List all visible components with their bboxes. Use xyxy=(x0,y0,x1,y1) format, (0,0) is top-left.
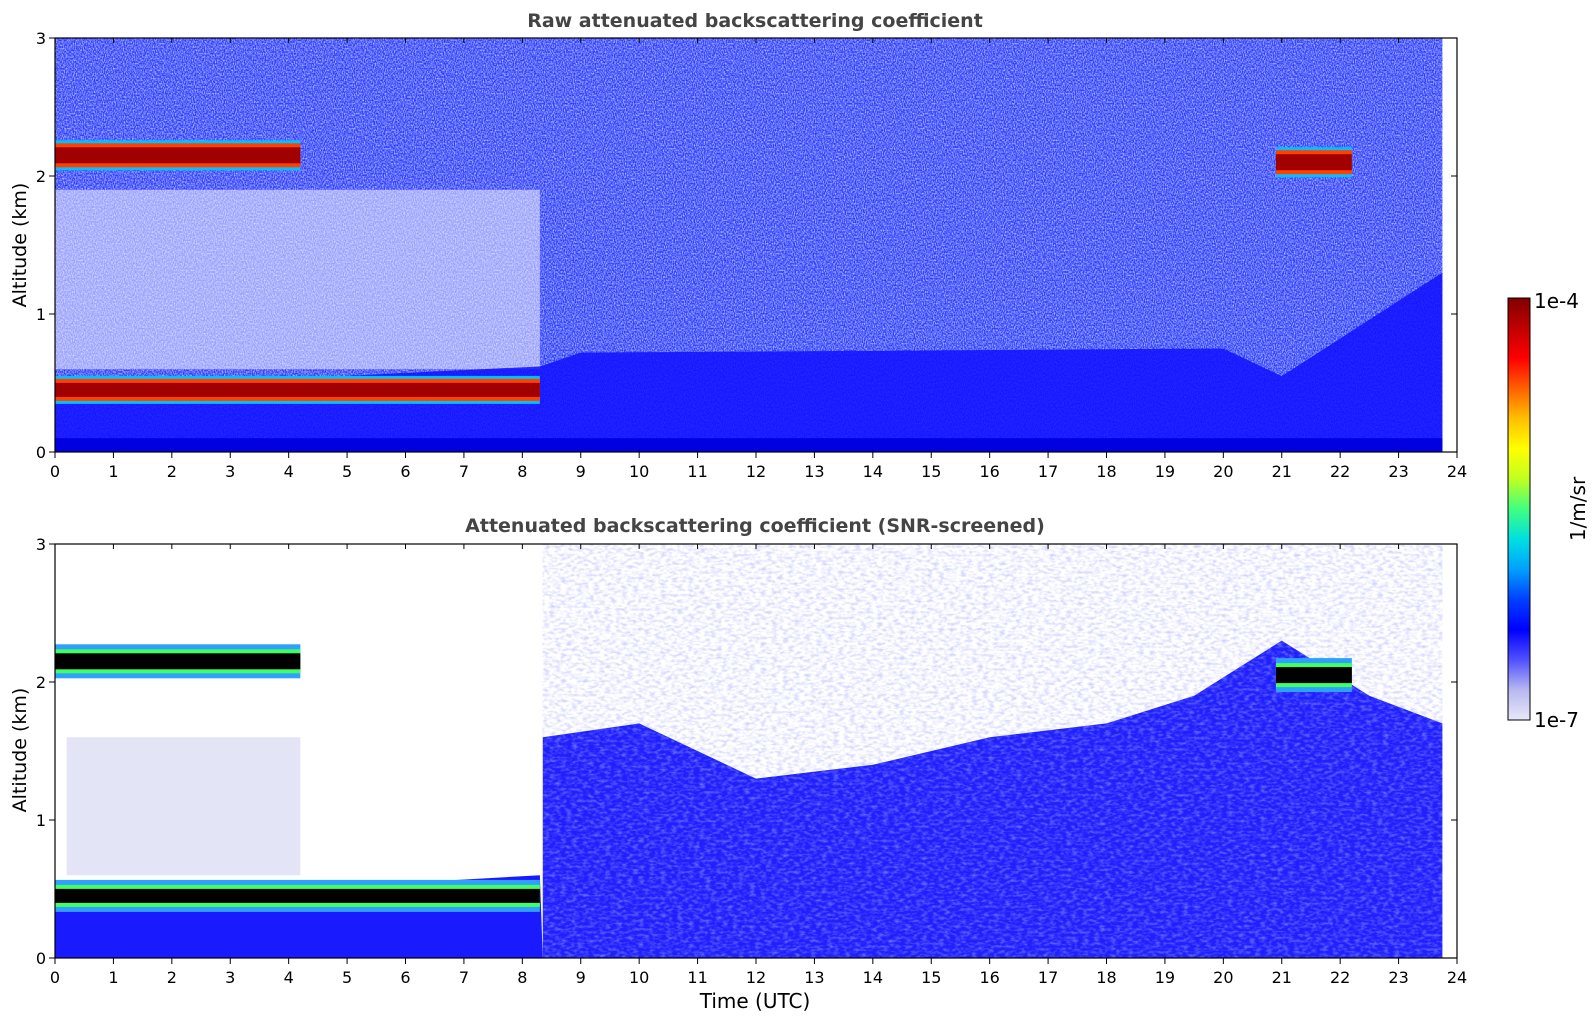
x-tick-label: 17 xyxy=(1038,968,1058,987)
x-tick-label: 13 xyxy=(804,462,824,481)
x-axis: 0 1 2 3 4 5 6 7 8 9 10 11 12 13 14 15 16 17 18 19 20 21 22 23 24 xyxy=(50,38,1467,481)
x-tick-label: 21 xyxy=(1272,462,1292,481)
y-tick-label: 1 xyxy=(36,305,46,324)
y-tick-label: 0 xyxy=(36,443,46,462)
x-tick-label: 0 xyxy=(50,968,60,987)
y-tick-label: 2 xyxy=(36,673,46,692)
x-tick-label: 4 xyxy=(284,462,294,481)
y-tick-label: 0 xyxy=(36,949,46,968)
x-tick-label: 23 xyxy=(1388,968,1408,987)
faint-region xyxy=(66,737,301,876)
y-tick-label: 1 xyxy=(36,811,46,830)
y-tick-label: 3 xyxy=(36,535,46,554)
x-tick-label: 9 xyxy=(576,968,586,987)
x-tick-label: 24 xyxy=(1447,462,1467,481)
x-tick-label: 9 xyxy=(576,462,586,481)
x-tick-label: 6 xyxy=(400,968,410,987)
x-tick-label: 22 xyxy=(1330,968,1350,987)
band-core xyxy=(1275,154,1352,171)
x-tick-label: 17 xyxy=(1038,462,1058,481)
x-tick-label: 22 xyxy=(1330,462,1350,481)
x-tick-label: 20 xyxy=(1213,462,1233,481)
heatmap-area xyxy=(55,544,1457,958)
x-tick-label: 15 xyxy=(921,462,941,481)
y-tick-label: 3 xyxy=(36,29,46,48)
y-axis-label: Altitude (km) xyxy=(9,183,31,308)
colorbar-max-label: 1e-4 xyxy=(1534,289,1579,313)
band-core xyxy=(55,888,540,903)
clear-region xyxy=(55,189,540,370)
band-core xyxy=(1275,667,1352,684)
plot-frame xyxy=(54,543,1458,959)
colorbar-min-label: 1e-7 xyxy=(1534,708,1579,732)
band-core xyxy=(55,653,301,670)
x-tick-label: 1 xyxy=(108,462,118,481)
boundary-layer xyxy=(55,272,1443,452)
x-tick-label: 1 xyxy=(108,968,118,987)
x-tick-label: 12 xyxy=(746,462,766,481)
band-core xyxy=(55,147,301,164)
chart-title: Attenuated backscattering coefficient (S… xyxy=(465,515,1045,537)
x-tick-label: 11 xyxy=(687,462,707,481)
raw-backscatter-panel: Raw attenuated backscattering coefficien… xyxy=(9,10,1467,481)
x-tick-label: 16 xyxy=(979,968,999,987)
colorbar: 1e-4 1e-7 1/m/sr xyxy=(1507,289,1590,732)
x-tick-label: 0 xyxy=(50,462,60,481)
aerosol-layer-top-band xyxy=(55,879,540,912)
x-tick-label: 11 xyxy=(687,968,707,987)
x-tick-label: 10 xyxy=(629,968,649,987)
x-tick-label: 3 xyxy=(225,968,235,987)
x-tick-label: 18 xyxy=(1096,462,1116,481)
x-tick-label: 12 xyxy=(746,968,766,987)
x-axis: 0 1 2 3 4 5 6 7 8 9 10 11 12 13 14 15 16 17 18 19 20 21 22 23 24 xyxy=(50,544,1467,987)
x-tick-label: 19 xyxy=(1155,462,1175,481)
cloud-layer-band xyxy=(1275,147,1352,178)
texture-overlay xyxy=(542,544,1443,958)
x-tick-label: 21 xyxy=(1272,968,1292,987)
x-tick-label: 7 xyxy=(459,462,469,481)
x-tick-label: 2 xyxy=(167,462,177,481)
y-tick-label: 2 xyxy=(36,167,46,186)
x-tick-label: 10 xyxy=(629,462,649,481)
cloud-layer-band xyxy=(1275,658,1352,693)
near-surface-layer xyxy=(55,438,1443,452)
x-tick-label: 2 xyxy=(167,968,177,987)
x-tick-label: 14 xyxy=(863,968,883,987)
x-tick-label: 13 xyxy=(804,968,824,987)
x-tick-label: 15 xyxy=(921,968,941,987)
colorbar-unit-label: 1/m/sr xyxy=(1566,476,1590,541)
snr-screened-backscatter-panel: Attenuated backscattering coefficient (S… xyxy=(9,515,1467,1013)
x-tick-label: 3 xyxy=(225,462,235,481)
x-tick-label: 4 xyxy=(284,968,294,987)
x-tick-label: 5 xyxy=(342,462,352,481)
heatmap-area xyxy=(55,38,1443,452)
plot-frame xyxy=(54,37,1458,453)
x-tick-label: 6 xyxy=(400,462,410,481)
x-tick-label: 5 xyxy=(342,968,352,987)
aerosol-layer-top-band xyxy=(55,375,540,404)
x-tick-label: 19 xyxy=(1155,968,1175,987)
x-tick-label: 8 xyxy=(517,462,527,481)
x-tick-label: 24 xyxy=(1447,968,1467,987)
x-tick-label: 7 xyxy=(459,968,469,987)
cloud-layer-band xyxy=(55,644,301,679)
x-tick-label: 8 xyxy=(517,968,527,987)
chart-title: Raw attenuated backscattering coefficien… xyxy=(527,10,983,32)
y-axis-label: Altitude (km) xyxy=(9,688,31,813)
x-axis-label: Time (UTC) xyxy=(699,989,811,1013)
cloud-layer-band xyxy=(55,140,301,171)
x-tick-label: 16 xyxy=(979,462,999,481)
band-core xyxy=(55,382,540,397)
x-tick-label: 18 xyxy=(1096,968,1116,987)
colorbar-gradient xyxy=(1507,297,1531,721)
x-tick-label: 20 xyxy=(1213,968,1233,987)
x-tick-label: 23 xyxy=(1388,462,1408,481)
x-tick-label: 14 xyxy=(863,462,883,481)
